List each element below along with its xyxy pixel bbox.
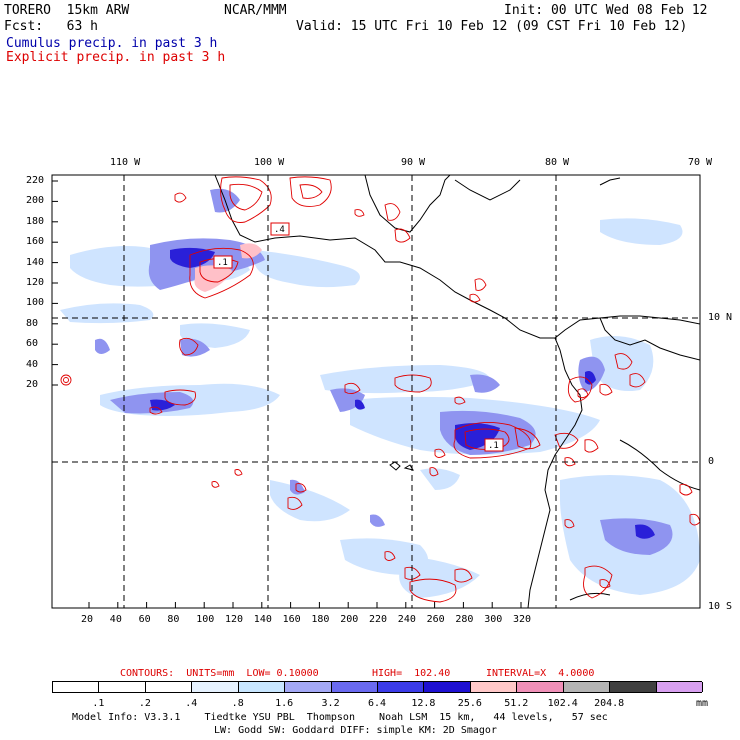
lat-label-0: 0 [708, 456, 715, 467]
colorbar-swatch [99, 682, 146, 692]
x-label: 260 [426, 614, 445, 625]
physics-info: LW: Godd SW: Goddard DIFF: simple KM: 2D… [214, 725, 497, 736]
colorbar-swatch [656, 682, 703, 692]
colorbar-label: 6.4 [367, 698, 387, 709]
explicit-legend: Explicit precip. in past 3 h [6, 50, 226, 65]
lat-label-10n: 10 N [708, 312, 733, 323]
colorbar-unit: mm [696, 698, 709, 709]
colorbar-swatch [378, 682, 425, 692]
colorbar-label: 3.2 [321, 698, 340, 709]
x-label: 180 [311, 614, 330, 625]
colorbar-swatch [192, 682, 239, 692]
colorbar-swatch [563, 682, 611, 692]
x-label: 200 [340, 614, 359, 625]
y-label: 180 [26, 215, 45, 227]
model-info: Model Info: V3.3.1 Tiedtke YSU PBL Thomp… [72, 712, 608, 723]
x-label: 120 [225, 614, 244, 625]
colorbar-label: .2 [138, 698, 151, 709]
colorbar-label: .1 [92, 698, 105, 709]
colorbar-label: 102.4 [547, 698, 578, 709]
colorbar-swatch [331, 682, 378, 692]
y-label: 100 [26, 297, 45, 309]
lon-label-100w: 100 W [254, 157, 285, 168]
x-label: 280 [455, 614, 474, 625]
x-label: 300 [484, 614, 503, 625]
colorbar-label: .4 [185, 698, 198, 709]
init-time: Init: 00 UTC Wed 08 Feb 12 [504, 3, 708, 18]
y-label: 60 [26, 338, 39, 350]
contours-interval: INTERVAL=X 4.0000 [486, 668, 595, 679]
colorbar-swatch [285, 682, 332, 692]
lon-label-90w: 90 W [401, 157, 426, 168]
lat-lon-grid [52, 175, 700, 608]
y-label: 160 [26, 236, 45, 248]
lat-label-10s: 10 S [708, 601, 733, 612]
y-label: 80 [26, 317, 39, 329]
colorbar-swatch [424, 682, 471, 692]
y-label: 20 [26, 379, 39, 390]
model-title: TORERO 15km ARW [4, 3, 130, 18]
axis-ticks [52, 180, 522, 608]
y-label: 40 [26, 358, 39, 370]
center-label: NCAR/MMM [224, 3, 287, 18]
x-label: 40 [109, 614, 122, 625]
cumulus-precip-light [60, 218, 700, 598]
lon-label-80w: 80 W [545, 157, 570, 168]
y-label: 140 [26, 256, 45, 268]
y-label: 120 [26, 277, 45, 288]
colorbar-label: .8 [231, 698, 244, 709]
colorbar-swatch [53, 682, 100, 692]
x-label: 320 [513, 614, 532, 625]
y-label: 220 [26, 175, 45, 186]
explicit-precip-contours [60, 176, 700, 603]
lon-label-110w: 110 W [110, 157, 141, 168]
x-label: 160 [282, 614, 301, 625]
colorbar-label: 25.6 [457, 698, 482, 709]
x-label: 100 [196, 614, 215, 625]
x-label: 20 [81, 614, 94, 625]
y-label: 200 [26, 195, 45, 207]
colorbar-label: 204.8 [594, 698, 625, 709]
forecast-hour: Fcst: 63 h [4, 19, 98, 34]
cumulus-legend: Cumulus precip. in past 3 h [6, 36, 218, 51]
colorbar-label: 12.8 [411, 698, 436, 709]
x-label: 80 [167, 614, 180, 625]
colorbar-swatch [238, 682, 286, 692]
colorbar-swatch [470, 682, 518, 692]
colorbar-label: 1.6 [275, 698, 294, 709]
x-label: 140 [253, 614, 272, 625]
colorbar-swatch [145, 682, 193, 692]
x-label: 240 [397, 614, 416, 625]
cumulus-precip-heavy [150, 247, 655, 539]
map-label-3: .1 [488, 441, 499, 451]
colorbar-swatch [610, 682, 657, 692]
map-label-2: .1 [217, 258, 228, 268]
colorbar-swatch [517, 682, 564, 692]
contours-high: HIGH= 102.40 [372, 668, 451, 679]
x-label: 60 [138, 614, 151, 625]
valid-time: Valid: 15 UTC Fri 10 Feb 12 (09 CST Fri … [296, 19, 688, 34]
contour-label-boxes: .4 .1 .1 [213, 222, 504, 452]
x-label: 220 [369, 614, 388, 625]
colorbar-label: 51.2 [504, 698, 529, 709]
map-label-1: .4 [274, 225, 285, 235]
lon-label-70w: 70 W [688, 157, 713, 168]
explicit-precip-fill [194, 243, 262, 292]
colorbar [52, 681, 703, 693]
contours-info: CONTOURS: UNITS=mm LOW= 0.10000 [120, 668, 319, 679]
